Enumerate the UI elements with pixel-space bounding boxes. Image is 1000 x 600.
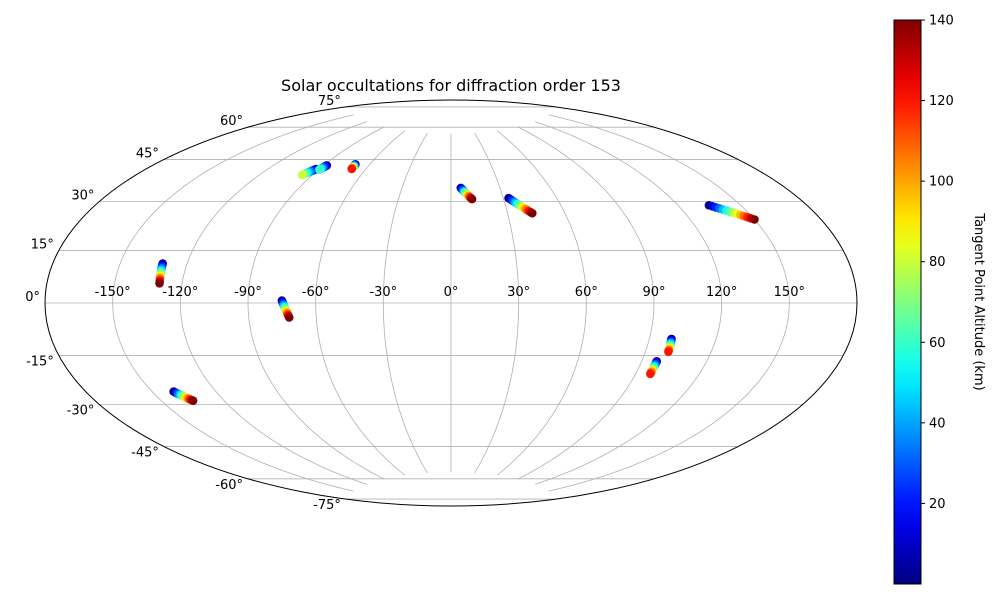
y-tick-label: 15° (31, 237, 54, 252)
colorbar-label: Tangent Point Altitude (km) (971, 212, 986, 390)
x-tick-label: 150° (774, 285, 805, 300)
x-tick-label: -60° (302, 285, 330, 300)
x-tick-label: 120° (706, 285, 737, 300)
y-tick-label: -75° (313, 498, 341, 513)
data-point (467, 194, 477, 204)
y-tick-label: -30° (67, 404, 95, 419)
colorbar-tick-label: 60 (929, 336, 946, 351)
colorbar-tick-label: 120 (929, 94, 954, 109)
x-tick-label: 0° (444, 285, 459, 300)
colorbar-tick-label: 80 (929, 255, 946, 270)
data-point (347, 164, 357, 174)
y-tick-label: -60° (215, 478, 243, 493)
data-point (646, 369, 655, 379)
graticule (45, 106, 857, 500)
y-tick-label: 60° (220, 114, 243, 129)
y-tick-label: -45° (131, 446, 159, 461)
data-point (664, 347, 673, 357)
colorbar-gradient (893, 19, 922, 585)
data-point (284, 313, 294, 322)
x-tick-label: 60° (575, 285, 598, 300)
colorbar-tick-label: 20 (929, 497, 946, 512)
chart-title: Solar occultations for diffraction order… (281, 76, 621, 95)
colorbar-tick-label: 140 (929, 14, 954, 29)
data-point (315, 165, 324, 174)
colorbar-ticks: 20 40 60 80 100 120 140 (921, 14, 954, 512)
y-tick-label: 0° (25, 290, 40, 305)
data-point (750, 215, 759, 224)
data-point (528, 208, 537, 218)
y-tick-label: 30° (71, 189, 94, 204)
x-tick-label: -150° (95, 285, 131, 300)
x-tick-label: -120° (162, 285, 198, 300)
data-point (155, 279, 164, 288)
map-boundary (44, 99, 858, 507)
occultation-points (155, 160, 759, 406)
y-tick-label: -15° (26, 355, 54, 370)
data-point (188, 396, 198, 406)
colorbar: 20 40 60 80 100 120 140 Tangent Point Altitude… (893, 14, 986, 585)
data-point (297, 170, 307, 180)
x-tick-label: 30° (507, 285, 530, 300)
x-tick-label: 90° (642, 285, 665, 300)
y-tick-label: 75° (318, 94, 341, 109)
x-tick-label: -90° (234, 285, 262, 300)
tick-labels: -150° -120° -90° -60° -30° 0° 30° 60° 90° 120° 150… (25, 94, 805, 513)
y-tick-label: 45° (136, 146, 159, 161)
colorbar-tick-label: 100 (929, 175, 954, 190)
colorbar-tick-label: 40 (929, 416, 946, 431)
x-tick-label: -30° (369, 285, 397, 300)
